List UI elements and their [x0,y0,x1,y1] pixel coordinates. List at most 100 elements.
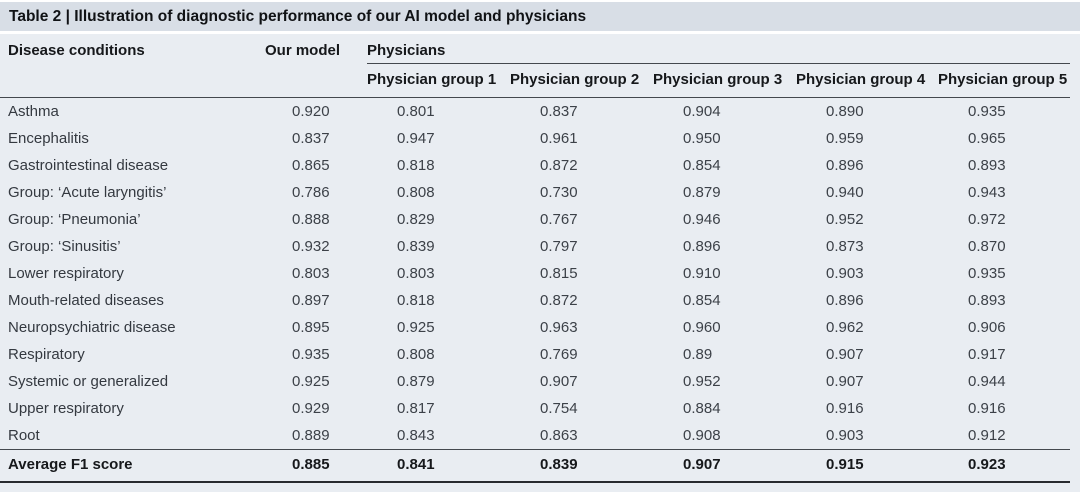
header-row-2: Physician group 1 Physician group 2 Phys… [0,63,1071,98]
disease-label: Neuropsychiatric disease [8,319,176,336]
disease-label: Systemic or generalized [8,373,169,390]
score-cell: 0.946 [683,211,721,228]
col-header-physician-group-1: Physician group 1 [367,63,510,98]
summary-label: Average F1 score [0,449,262,483]
score-cell: 0.896 [683,238,721,255]
col-header-physician-group-2: Physician group 2 [510,63,653,98]
score-cell: 0.884 [683,400,721,417]
score-cell: 0.829 [397,211,435,228]
col-header-physician-group-4: Physician group 4 [796,63,938,98]
table-row: Systemic or generalized 0.925 0.879 0.90… [0,368,1070,395]
score-cell: 0.843 [367,422,510,450]
score-cell: 0.943 [968,184,1006,201]
score-cell: 0.960 [683,319,721,336]
score-cell: 0.903 [796,422,938,450]
score-cell: 0.952 [826,211,864,228]
score-cell: 0.907 [826,346,864,363]
score-cell: 0.889 [262,422,367,450]
score-cell: 0.925 [397,319,435,336]
col-header-physician-group-5: Physician group 5 [938,63,1071,98]
col-header-our-model: Our model [262,34,367,98]
score-cell: 0.818 [397,292,435,309]
disease-label: Encephalitis [8,130,89,147]
score-cell: 0.944 [968,373,1006,390]
score-cell: 0.896 [826,292,864,309]
score-cell: 0.917 [968,346,1006,363]
table-row: Lower respiratory 0.803 0.803 0.815 0.91… [0,260,1070,287]
score-cell: 0.870 [968,238,1006,255]
score-cell: 0.872 [540,292,578,309]
disease-label: Root [0,422,262,450]
score-cell: 0.935 [292,346,330,363]
score-cell: 0.837 [540,103,578,120]
score-cell: 0.818 [397,157,435,174]
score-cell: 0.940 [826,184,864,201]
summary-score-cell: 0.885 [262,449,367,483]
table-row: Encephalitis 0.837 0.947 0.961 0.950 0.9… [0,125,1070,152]
table-area: Disease conditions Our model Physicians … [0,34,1080,492]
score-cell: 0.963 [540,319,578,336]
score-cell: 0.730 [540,184,578,201]
score-cell: 0.872 [540,157,578,174]
score-cell: 0.808 [397,346,435,363]
col-header-physician-group-3: Physician group 3 [653,63,796,98]
summary-score-cell: 0.839 [510,449,653,483]
score-cell: 0.767 [540,211,578,228]
score-cell: 0.815 [540,265,578,282]
disease-label: Group: ‘Acute laryngitis’ [8,184,167,201]
score-cell: 0.920 [292,103,330,120]
score-cell: 0.903 [826,265,864,282]
score-cell: 0.965 [968,130,1006,147]
score-cell: 0.932 [292,238,330,255]
table-row: Asthma 0.920 0.801 0.837 0.904 0.890 0.9… [0,98,1070,126]
table-row: Group: ‘Acute laryngitis’ 0.786 0.808 0.… [0,179,1070,206]
table-title: Table 2 | Illustration of diagnostic per… [9,7,587,25]
score-cell: 0.912 [938,422,1071,450]
table-row: Respiratory 0.935 0.808 0.769 0.89 0.907… [0,341,1070,368]
score-cell: 0.873 [826,238,864,255]
table-title-bar: Table 2 | Illustration of diagnostic per… [0,2,1080,31]
score-cell: 0.879 [397,373,435,390]
col-header-physicians: Physicians [367,34,1071,64]
summary-score-cell: 0.915 [796,449,938,483]
score-cell: 0.906 [968,319,1006,336]
score-cell: 0.935 [968,103,1006,120]
header-row-1: Disease conditions Our model Physicians [0,34,1071,98]
col-header-disease-conditions: Disease conditions [0,34,262,98]
score-cell: 0.879 [683,184,721,201]
score-cell: 0.808 [397,184,435,201]
score-cell: 0.910 [683,265,721,282]
score-cell: 0.769 [540,346,578,363]
score-cell: 0.904 [683,103,721,120]
score-cell: 0.961 [540,130,578,147]
score-cell: 0.817 [397,400,435,417]
table-row: Group: ‘Sinusitis’ 0.932 0.839 0.797 0.8… [0,233,1070,260]
score-cell: 0.893 [968,157,1006,174]
score-cell: 0.907 [540,373,578,390]
score-cell: 0.952 [683,373,721,390]
score-cell: 0.893 [968,292,1006,309]
score-cell: 0.929 [292,400,330,417]
score-cell: 0.797 [540,238,578,255]
score-cell: 0.895 [292,319,330,336]
table-row: Root 0.889 0.843 0.863 0.908 0.903 0.912 [0,422,1071,450]
summary-score-cell: 0.841 [367,449,510,483]
summary-score-cell: 0.923 [938,449,1071,483]
data-table: Disease conditions Our model Physicians … [0,34,1071,483]
score-cell: 0.959 [826,130,864,147]
score-cell: 0.786 [292,184,330,201]
score-cell: 0.925 [292,373,330,390]
score-cell: 0.890 [826,103,864,120]
score-cell: 0.916 [968,400,1006,417]
score-cell: 0.935 [968,265,1006,282]
score-cell: 0.962 [826,319,864,336]
score-cell: 0.754 [540,400,578,417]
summary-row: Average F1 score 0.885 0.841 0.839 0.907… [0,449,1071,483]
score-cell: 0.837 [292,130,330,147]
score-cell: 0.908 [653,422,796,450]
table-row: Upper respiratory 0.929 0.817 0.754 0.88… [0,395,1070,422]
score-cell: 0.803 [292,265,330,282]
score-cell: 0.897 [292,292,330,309]
disease-label: Asthma [8,103,59,120]
